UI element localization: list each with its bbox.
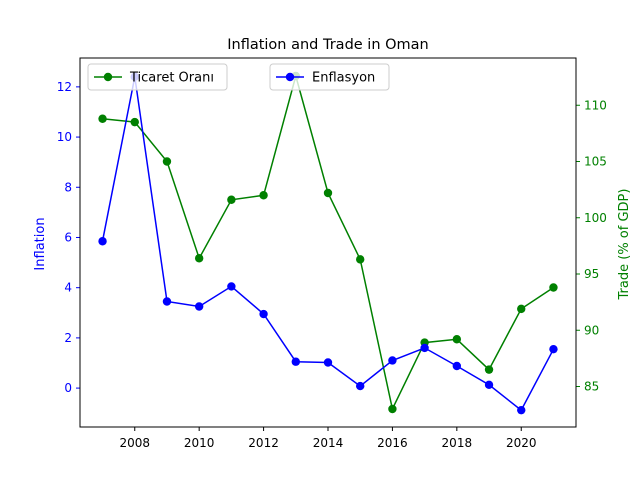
trade-point	[549, 283, 558, 292]
left-y-axis: 0 2 4 6 8 10 12	[57, 80, 80, 395]
legend-box	[269, 63, 390, 91]
inflation-point	[517, 405, 526, 415]
inflation-point	[227, 282, 236, 291]
inflation-point	[194, 302, 204, 311]
right-axis-label: Trade (% of GDP)	[617, 189, 632, 301]
inflation-point	[291, 357, 300, 366]
right-tick-label: 110	[584, 98, 607, 112]
x-tick-label: 2020	[506, 436, 537, 450]
trade-point	[98, 114, 107, 123]
trade-point	[162, 157, 172, 166]
trade-point	[452, 335, 462, 344]
left-tick-label: 8	[64, 180, 72, 194]
series-layer	[98, 71, 558, 415]
inflation-point	[549, 344, 558, 354]
legend-trade: Ticaret Oranı	[87, 63, 228, 91]
inflation-point	[98, 237, 107, 246]
legend-box	[87, 63, 228, 91]
right-tick-label: 100	[584, 211, 607, 225]
trade-point	[484, 365, 494, 374]
inflation-point	[356, 381, 365, 391]
x-tick-label: 2018	[442, 436, 473, 450]
plot-frame	[79, 57, 577, 428]
inflation-point	[452, 361, 462, 371]
legend-inflation: Enflasyon	[269, 63, 390, 91]
right-tick-label: 95	[584, 267, 599, 281]
chart-title: Inflation and Trade in Oman	[227, 37, 429, 53]
trade-point	[130, 117, 139, 127]
trade-point	[194, 254, 204, 263]
legend-marker	[285, 72, 295, 82]
right-tick-label: 90	[584, 323, 599, 337]
legend-label: Enflasyon	[312, 71, 375, 86]
trade-point	[259, 191, 268, 200]
left-tick-label: 10	[57, 130, 72, 144]
trade-point	[323, 188, 333, 198]
trade-point	[356, 255, 365, 264]
left-tick-label: 12	[57, 80, 72, 94]
right-tick-label: 105	[584, 155, 607, 169]
left-tick-label: 2	[64, 331, 72, 345]
inflation-point	[162, 297, 172, 306]
x-axis: 2008 2010 2012 2014 2016 2018 2020	[119, 427, 537, 450]
inflation-point	[420, 343, 429, 353]
legend-label: Ticaret Oranı	[129, 71, 214, 86]
inflation-point	[259, 309, 268, 319]
left-axis-label: Inflation	[33, 217, 48, 270]
trade-point	[388, 404, 397, 414]
x-tick-label: 2012	[248, 436, 279, 450]
left-tick-label: 0	[64, 381, 72, 395]
inflation-point	[323, 358, 333, 367]
x-tick-label: 2014	[313, 436, 344, 450]
inflation-point	[388, 356, 397, 365]
legend-marker	[103, 72, 113, 82]
trade-point	[517, 304, 526, 314]
x-tick-label: 2016	[377, 436, 408, 450]
trade-point	[227, 195, 236, 204]
right-tick-label: 85	[584, 380, 599, 394]
left-tick-label: 6	[64, 230, 72, 244]
right-y-axis: 85 90 95 100 105 110	[576, 98, 607, 394]
legend-layer: Ticaret Oranı Enflasyon	[87, 63, 390, 91]
x-tick-label: 2008	[119, 436, 150, 450]
inflation-point	[484, 380, 494, 390]
x-tick-label: 2010	[184, 436, 215, 450]
left-tick-label: 4	[64, 281, 72, 295]
